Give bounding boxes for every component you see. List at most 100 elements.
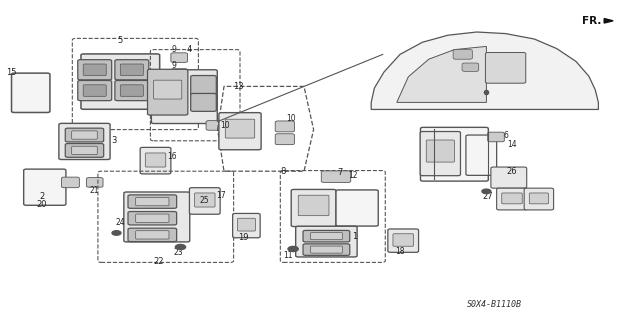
FancyBboxPatch shape [486,52,526,83]
FancyBboxPatch shape [61,177,79,188]
Text: 9: 9 [172,61,177,70]
FancyBboxPatch shape [233,213,260,238]
FancyBboxPatch shape [151,70,218,124]
FancyBboxPatch shape [195,193,215,207]
Text: 2: 2 [39,192,44,201]
FancyBboxPatch shape [529,193,548,204]
FancyBboxPatch shape [491,167,527,188]
FancyBboxPatch shape [140,148,171,174]
Text: 27: 27 [483,192,493,201]
Polygon shape [397,46,486,102]
FancyBboxPatch shape [65,128,104,142]
FancyBboxPatch shape [86,178,103,187]
Text: 11: 11 [284,251,292,260]
Text: 9: 9 [172,45,177,54]
FancyBboxPatch shape [145,153,166,167]
FancyBboxPatch shape [206,121,223,130]
FancyBboxPatch shape [83,64,106,76]
FancyBboxPatch shape [72,146,97,155]
FancyBboxPatch shape [298,195,329,216]
FancyBboxPatch shape [78,60,111,80]
Text: 22: 22 [154,257,164,266]
Text: 24: 24 [115,218,125,227]
FancyBboxPatch shape [171,53,188,62]
FancyBboxPatch shape [303,244,349,255]
FancyBboxPatch shape [420,132,461,176]
Text: S0X4-B1110B: S0X4-B1110B [467,300,522,309]
FancyBboxPatch shape [303,230,349,242]
FancyBboxPatch shape [148,69,188,115]
FancyBboxPatch shape [24,169,66,205]
FancyBboxPatch shape [462,63,479,71]
FancyBboxPatch shape [120,64,143,76]
Text: 17: 17 [216,191,226,200]
FancyBboxPatch shape [59,123,110,160]
FancyBboxPatch shape [115,80,148,100]
Text: 3: 3 [111,136,116,145]
Text: 13: 13 [234,82,244,91]
Circle shape [288,246,298,252]
Text: 10: 10 [286,114,296,123]
Text: 10: 10 [220,121,230,130]
FancyBboxPatch shape [497,188,527,210]
FancyBboxPatch shape [237,218,255,231]
Text: 7: 7 [338,168,343,177]
Text: 6: 6 [503,131,508,140]
Text: 14: 14 [507,140,517,149]
Text: FR.: FR. [582,16,602,26]
FancyBboxPatch shape [321,171,351,182]
FancyBboxPatch shape [466,135,497,175]
FancyBboxPatch shape [128,228,177,242]
FancyBboxPatch shape [124,192,189,242]
Text: 23: 23 [173,248,183,257]
Text: 25: 25 [200,196,210,204]
FancyBboxPatch shape [120,85,143,96]
FancyBboxPatch shape [83,85,106,96]
Text: 1: 1 [353,232,358,241]
Polygon shape [371,32,598,109]
FancyBboxPatch shape [12,73,50,113]
Text: 15: 15 [6,68,17,76]
FancyBboxPatch shape [393,234,413,246]
Text: 21: 21 [90,186,99,195]
FancyBboxPatch shape [426,140,454,162]
FancyBboxPatch shape [420,127,488,181]
FancyBboxPatch shape [453,50,472,59]
Circle shape [175,244,186,250]
Text: 8: 8 [280,167,285,176]
FancyBboxPatch shape [191,93,216,111]
FancyBboxPatch shape [171,69,188,78]
FancyBboxPatch shape [388,229,419,252]
FancyBboxPatch shape [502,193,522,204]
FancyBboxPatch shape [189,188,220,214]
FancyBboxPatch shape [115,60,148,80]
Text: 18: 18 [396,247,404,256]
FancyBboxPatch shape [296,226,357,257]
FancyBboxPatch shape [136,214,169,222]
FancyBboxPatch shape [136,231,169,239]
Text: 26: 26 [507,167,517,176]
FancyBboxPatch shape [65,144,104,157]
FancyBboxPatch shape [219,113,261,150]
Circle shape [112,231,121,235]
Circle shape [482,189,491,194]
Text: 19: 19 [238,233,248,242]
FancyBboxPatch shape [72,131,97,139]
FancyBboxPatch shape [310,233,342,240]
FancyBboxPatch shape [128,195,177,208]
FancyBboxPatch shape [191,199,209,210]
FancyBboxPatch shape [275,121,294,132]
FancyBboxPatch shape [488,132,504,142]
Text: 20: 20 [36,200,47,209]
Text: 16: 16 [166,152,177,161]
FancyBboxPatch shape [291,189,336,227]
FancyBboxPatch shape [191,76,216,97]
Text: 12: 12 [349,171,358,180]
Text: 4: 4 [186,45,191,54]
FancyBboxPatch shape [81,54,160,109]
FancyBboxPatch shape [78,80,111,100]
FancyBboxPatch shape [524,188,554,210]
FancyBboxPatch shape [310,246,342,253]
FancyBboxPatch shape [336,190,378,226]
Text: 5: 5 [118,36,123,44]
